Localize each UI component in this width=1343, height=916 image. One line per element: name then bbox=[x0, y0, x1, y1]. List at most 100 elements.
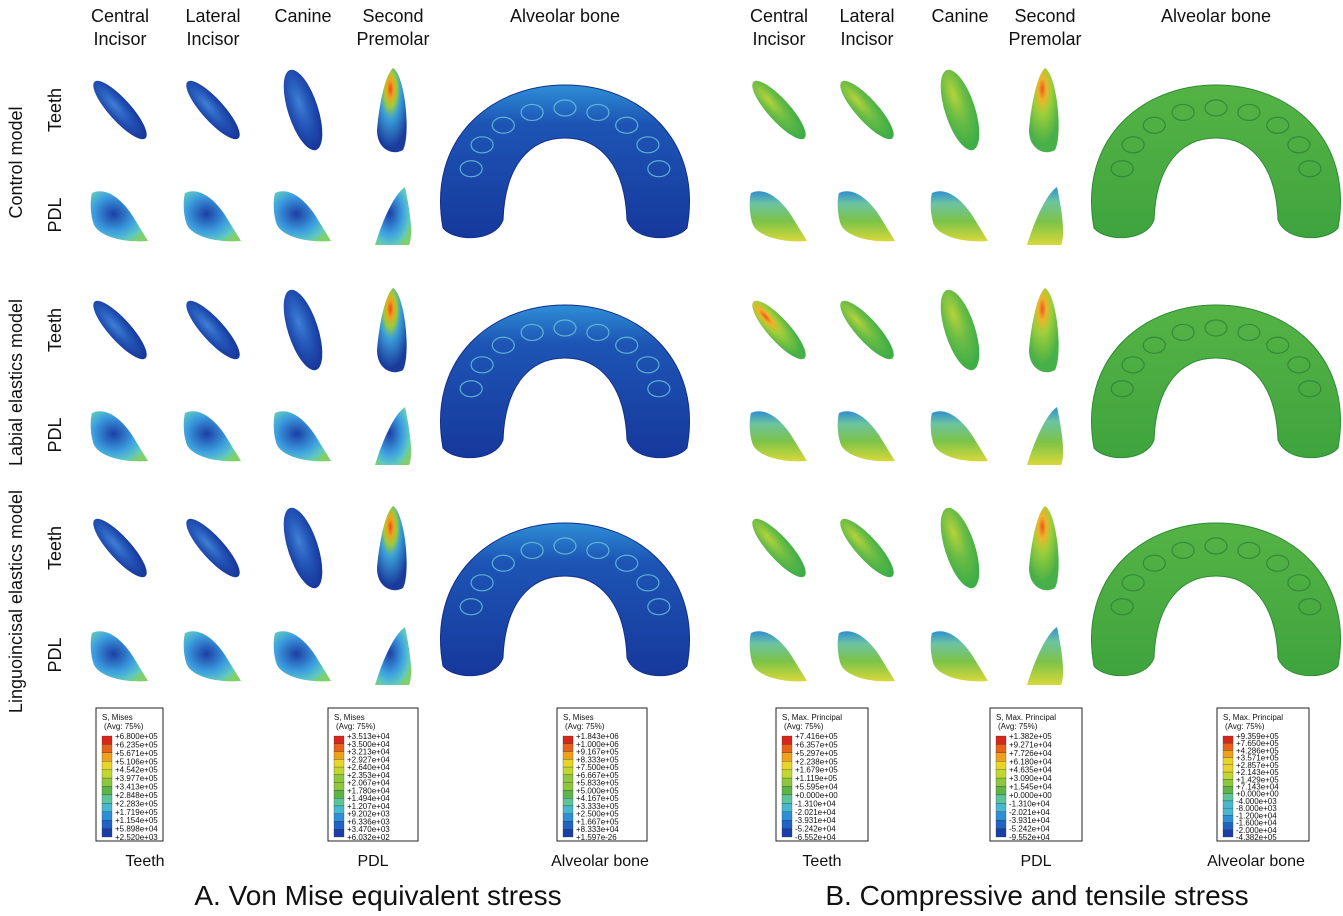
legend-value: +6.032e+02 bbox=[347, 833, 390, 842]
legend-swatch bbox=[334, 783, 344, 791]
column-header: Canine bbox=[274, 6, 331, 26]
legend-swatch bbox=[782, 761, 792, 769]
tooth bbox=[933, 285, 987, 374]
legend-caption: Teeth bbox=[125, 853, 164, 870]
model-label: Linguoincisal elastics model bbox=[6, 490, 26, 713]
tooth bbox=[745, 74, 812, 145]
body: Control modelTeethPDLLabial elastics mod… bbox=[0, 0, 1343, 916]
legend-avg: (Avg: 75%) bbox=[104, 722, 144, 731]
legend-swatch bbox=[563, 790, 573, 798]
column-header: Central bbox=[750, 6, 808, 26]
alveolar-bone bbox=[440, 305, 689, 458]
legend-title: S, Mises bbox=[102, 713, 133, 722]
legend-caption: PDL bbox=[1020, 853, 1051, 870]
tooth bbox=[377, 68, 407, 152]
pdl bbox=[91, 191, 148, 241]
pdl bbox=[184, 411, 241, 461]
tooth bbox=[86, 74, 153, 145]
legend-swatch bbox=[334, 790, 344, 798]
legend-swatch bbox=[782, 778, 792, 786]
legend-swatch bbox=[563, 775, 573, 783]
pdl bbox=[375, 187, 411, 245]
legend-swatch bbox=[563, 767, 573, 775]
legend-swatch bbox=[334, 775, 344, 783]
legend-swatch bbox=[996, 753, 1006, 761]
pdl bbox=[184, 631, 241, 681]
legend-swatch bbox=[1223, 830, 1233, 837]
column-header: Premolar bbox=[356, 29, 429, 49]
legend-swatch bbox=[334, 829, 344, 837]
pdl bbox=[1027, 627, 1063, 685]
tooth bbox=[745, 512, 812, 583]
legend-title: S, Mises bbox=[334, 713, 365, 722]
legend-caption: Alveolar bone bbox=[551, 853, 649, 870]
legend-swatch bbox=[334, 752, 344, 760]
legend-swatch bbox=[334, 744, 344, 752]
legend-swatch bbox=[102, 787, 112, 795]
legend-swatch bbox=[996, 770, 1006, 778]
part-label: PDL bbox=[45, 197, 65, 232]
part-label: Teeth bbox=[45, 526, 65, 570]
column-header: Lateral bbox=[185, 6, 240, 26]
pdl bbox=[838, 191, 895, 241]
tooth bbox=[86, 294, 153, 365]
tooth bbox=[833, 512, 900, 583]
column-header: Second bbox=[1014, 6, 1075, 26]
part-label: PDL bbox=[45, 417, 65, 452]
column-header: Central bbox=[91, 6, 149, 26]
legend-swatch bbox=[102, 803, 112, 811]
page: Stress distribution figure { "rows": [ {… bbox=[0, 0, 1343, 916]
legend-swatch bbox=[996, 736, 1006, 744]
part-label: Teeth bbox=[45, 308, 65, 352]
legend-title: S, Max. Principal bbox=[782, 713, 842, 722]
legend-caption: Teeth bbox=[802, 853, 841, 870]
part-label: PDL bbox=[45, 637, 65, 672]
legend-avg: (Avg: 75%) bbox=[565, 722, 605, 731]
column-header: Incisor bbox=[840, 29, 893, 49]
legend-caption: PDL bbox=[357, 853, 388, 870]
legend-swatch bbox=[334, 759, 344, 767]
figure: Control modelTeethPDLLabial elastics mod… bbox=[0, 0, 1343, 916]
legend-swatch bbox=[996, 761, 1006, 769]
tooth bbox=[745, 294, 812, 365]
pdl bbox=[931, 631, 988, 681]
legend-swatch bbox=[1223, 758, 1233, 765]
column-header: Incisor bbox=[186, 29, 239, 49]
legend-avg: (Avg: 75%) bbox=[336, 722, 376, 731]
legend-swatch bbox=[563, 814, 573, 822]
legend-swatch bbox=[1223, 743, 1233, 750]
legend-swatch bbox=[996, 820, 1006, 828]
legend-swatch bbox=[1223, 736, 1233, 743]
legend-value: -9.552e+04 bbox=[1009, 833, 1050, 842]
pdl bbox=[750, 631, 807, 681]
alveolar-bone bbox=[440, 523, 689, 676]
column-header: Alveolar bone bbox=[1161, 6, 1271, 26]
tooth bbox=[179, 74, 246, 145]
tooth bbox=[833, 294, 900, 365]
legend-swatch bbox=[1223, 779, 1233, 786]
legend-swatch bbox=[782, 803, 792, 811]
legend-swatch bbox=[102, 829, 112, 837]
legend-avg: (Avg: 75%) bbox=[998, 722, 1038, 731]
legend-swatch bbox=[334, 798, 344, 806]
legend-swatch bbox=[1223, 815, 1233, 822]
tooth bbox=[1029, 68, 1059, 152]
legend-swatch bbox=[1223, 750, 1233, 757]
legend-value: +1.597e-26 bbox=[576, 833, 617, 842]
tooth bbox=[833, 74, 900, 145]
legend-avg: (Avg: 75%) bbox=[1225, 722, 1265, 731]
legend-swatch bbox=[102, 761, 112, 769]
legend-swatch bbox=[1223, 823, 1233, 830]
legend-swatch bbox=[102, 795, 112, 803]
pdl bbox=[184, 191, 241, 241]
pdl bbox=[1027, 407, 1063, 465]
tooth bbox=[86, 512, 153, 583]
legend-swatch bbox=[563, 798, 573, 806]
legend-swatch bbox=[563, 829, 573, 837]
legend-swatch bbox=[563, 821, 573, 829]
column-header: Incisor bbox=[752, 29, 805, 49]
legend-swatch bbox=[334, 806, 344, 814]
alveolar-bone bbox=[1091, 523, 1340, 676]
column-header: Lateral bbox=[839, 6, 894, 26]
legend-swatch bbox=[1223, 787, 1233, 794]
